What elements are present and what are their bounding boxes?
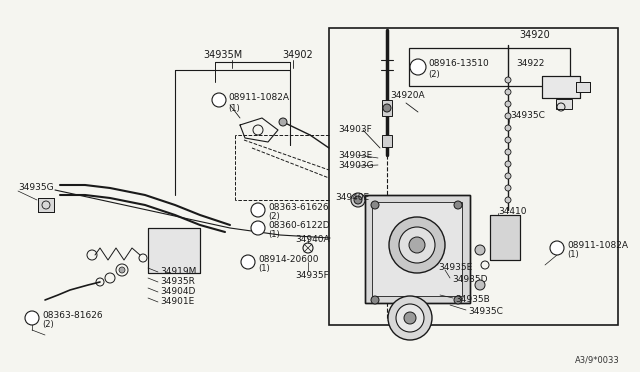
Text: 34935C: 34935C xyxy=(510,110,545,119)
Text: 34935R: 34935R xyxy=(160,278,195,286)
Text: 08911-1082A: 08911-1082A xyxy=(567,241,628,250)
Bar xyxy=(365,195,470,303)
Circle shape xyxy=(212,93,226,107)
Text: (2): (2) xyxy=(428,71,440,80)
Text: 34901E: 34901E xyxy=(160,298,195,307)
Circle shape xyxy=(410,59,426,75)
Circle shape xyxy=(251,203,265,217)
Bar xyxy=(148,228,200,273)
Circle shape xyxy=(505,161,511,167)
Text: 34903G: 34903G xyxy=(338,161,374,170)
Text: 34935D: 34935D xyxy=(452,276,488,285)
Bar xyxy=(576,82,590,92)
Text: 34935G: 34935G xyxy=(18,183,54,192)
Bar xyxy=(490,215,520,260)
Text: 34920A: 34920A xyxy=(390,90,424,99)
Bar xyxy=(38,198,54,212)
Text: S: S xyxy=(255,225,260,231)
Text: 34904D: 34904D xyxy=(160,288,195,296)
Text: 34903F: 34903F xyxy=(338,125,372,135)
Circle shape xyxy=(404,312,416,324)
Bar xyxy=(556,99,572,109)
Circle shape xyxy=(550,241,564,255)
Text: A3/9*0033: A3/9*0033 xyxy=(575,356,620,365)
Text: 08360-6122D: 08360-6122D xyxy=(268,221,330,230)
Circle shape xyxy=(25,311,39,325)
Circle shape xyxy=(251,221,265,235)
Bar xyxy=(409,48,570,86)
Text: 08363-61626: 08363-61626 xyxy=(268,202,328,212)
Circle shape xyxy=(505,173,511,179)
Bar xyxy=(148,228,200,273)
Circle shape xyxy=(454,296,462,304)
Text: 08363-81626: 08363-81626 xyxy=(42,311,102,320)
Circle shape xyxy=(505,197,511,203)
Circle shape xyxy=(279,118,287,126)
Circle shape xyxy=(505,149,511,155)
Text: (1): (1) xyxy=(228,103,240,112)
Text: (2): (2) xyxy=(268,212,280,221)
Bar xyxy=(490,215,520,260)
Text: (2): (2) xyxy=(42,321,54,330)
Bar xyxy=(382,135,392,147)
Circle shape xyxy=(241,255,255,269)
Text: V: V xyxy=(415,64,420,70)
Text: 08914-20600: 08914-20600 xyxy=(258,254,319,263)
Circle shape xyxy=(371,296,379,304)
Text: 34902: 34902 xyxy=(282,50,313,60)
Text: 34935F: 34935F xyxy=(295,270,329,279)
Circle shape xyxy=(119,267,125,273)
Text: 34410: 34410 xyxy=(498,206,527,215)
Text: N: N xyxy=(554,245,560,251)
Circle shape xyxy=(409,237,425,253)
Circle shape xyxy=(505,185,511,191)
Circle shape xyxy=(505,137,511,143)
Circle shape xyxy=(505,101,511,107)
Circle shape xyxy=(389,217,445,273)
Text: (1): (1) xyxy=(567,250,579,260)
Circle shape xyxy=(354,196,362,204)
Text: N: N xyxy=(245,259,251,265)
Text: 34935E: 34935E xyxy=(438,263,472,273)
Bar xyxy=(38,198,54,212)
Text: 34920: 34920 xyxy=(520,30,550,40)
Circle shape xyxy=(383,104,391,112)
Circle shape xyxy=(454,201,462,209)
Bar xyxy=(382,100,392,116)
Text: 34935M: 34935M xyxy=(203,50,243,60)
Text: 34935B: 34935B xyxy=(455,295,490,305)
Bar xyxy=(576,82,590,92)
Circle shape xyxy=(475,245,485,255)
Text: S: S xyxy=(255,207,260,213)
Text: 34940E: 34940E xyxy=(335,192,369,202)
Bar xyxy=(329,28,618,325)
Text: (1): (1) xyxy=(268,231,280,240)
Text: 08916-13510: 08916-13510 xyxy=(428,60,489,68)
Text: N: N xyxy=(216,97,222,103)
Circle shape xyxy=(351,193,365,207)
Circle shape xyxy=(396,304,424,332)
Circle shape xyxy=(399,227,435,263)
Text: 34940A: 34940A xyxy=(295,235,330,244)
Circle shape xyxy=(505,77,511,83)
Circle shape xyxy=(505,89,511,95)
Text: 08911-1082A: 08911-1082A xyxy=(228,93,289,102)
Text: S: S xyxy=(29,315,35,321)
Circle shape xyxy=(388,296,432,340)
Text: (1): (1) xyxy=(258,264,269,273)
Text: 34919M: 34919M xyxy=(160,267,196,276)
Bar xyxy=(542,76,580,98)
Bar xyxy=(372,202,462,296)
Circle shape xyxy=(475,280,485,290)
Text: 34935C: 34935C xyxy=(468,308,503,317)
Circle shape xyxy=(505,113,511,119)
Bar xyxy=(365,195,470,303)
Circle shape xyxy=(505,125,511,131)
Text: 34922: 34922 xyxy=(516,60,545,68)
Circle shape xyxy=(371,201,379,209)
Bar xyxy=(542,76,580,98)
Text: 34903E: 34903E xyxy=(338,151,372,160)
